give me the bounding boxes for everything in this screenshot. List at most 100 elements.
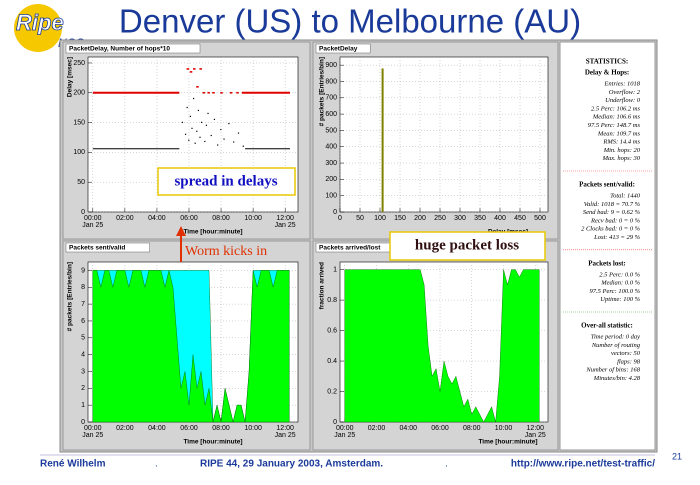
stats-line: Total: 1440 <box>610 192 641 199</box>
point <box>205 124 208 126</box>
stats-line: Minutes/bin: 4.28 <box>593 375 641 382</box>
y-tick-label: 0.6 <box>327 327 337 334</box>
y-tick-label: 100 <box>325 193 337 200</box>
plot-area <box>339 56 549 213</box>
y-tick-label: 1 <box>81 402 85 409</box>
point <box>184 133 187 135</box>
y-tick-label: 200 <box>325 176 337 183</box>
x-tick-label: 450 <box>514 215 526 222</box>
page-number: 21 <box>672 451 682 461</box>
x-date-label: Jan 25 <box>82 432 103 439</box>
stats-line: vectors: 50 <box>611 350 641 357</box>
x-axis-label: Time [hour:minute] <box>478 439 537 446</box>
y-tick-label: 7 <box>81 301 85 308</box>
x-tick-label: 150 <box>394 215 406 222</box>
point <box>217 144 219 146</box>
footer-event: RIPE 44, 29 January 2003, Amsterdam. <box>200 459 383 470</box>
point <box>201 121 203 123</box>
y-axis-label: fraction arrived <box>319 262 326 309</box>
point <box>229 91 233 94</box>
y-tick-label: 400 <box>325 144 337 151</box>
stats-line: Recv bad: 0 = 0 % <box>590 217 641 224</box>
stats-line: Mean: 109.7 ms <box>597 130 641 137</box>
x-date-label: Jan 25 <box>525 432 546 439</box>
point <box>204 140 206 143</box>
x-tick-label: 08:00 <box>212 215 230 222</box>
footer-author: René Wilhelm <box>40 459 106 470</box>
y-tick-label: 50 <box>77 179 85 186</box>
x-axis-label: Time [hour:minute] <box>183 439 242 446</box>
annotation: spread in delays <box>174 173 277 189</box>
point <box>207 91 210 94</box>
chart-title: Packets sent/valid <box>69 245 125 252</box>
point <box>186 68 190 70</box>
annotation-box <box>389 231 546 261</box>
stats-panel <box>559 41 656 451</box>
point <box>188 139 190 141</box>
stats-line: Number of routing <box>591 342 641 349</box>
area <box>344 269 540 423</box>
point <box>228 122 230 125</box>
stats-line: Median: 106.6 ms <box>592 114 641 121</box>
slide-title: Denver (US) to Melbourne (AU) <box>119 3 581 40</box>
y-axis-label: # packets [Entries/bin] <box>319 57 326 126</box>
x-date-label: Jan 25 <box>275 432 296 439</box>
y-tick-label: 250 <box>73 60 85 67</box>
stats-heading: Over-all statistic: <box>581 322 633 330</box>
annotation: Worm kicks in <box>185 244 267 259</box>
arrow-head <box>176 226 186 236</box>
point <box>193 68 196 70</box>
point <box>236 91 239 94</box>
x-date-label: Jan 25 <box>275 222 296 229</box>
x-date-label: Jan 25 <box>334 432 355 439</box>
y-tick-label: 200 <box>73 90 85 97</box>
point <box>194 142 196 144</box>
stats-line: 2.5 Perc: 0.0 % <box>599 271 640 278</box>
y-tick-label: 6 <box>81 318 85 325</box>
stats-line: Number of bins: 168 <box>585 367 640 374</box>
logo-text: Ripe <box>16 10 64 35</box>
x-tick-label: 500 <box>534 215 546 222</box>
stats-line: 97.5 Perc: 100.0 % <box>590 288 641 295</box>
chart-title: PacketDelay, Number of hops*10 <box>69 46 170 53</box>
x-tick-label: 04:00 <box>400 425 418 432</box>
stats-line: 2 Clocks bad: 0 = 0 % <box>581 226 640 233</box>
y-axis-label: # packets [Entries/bin] <box>67 262 74 331</box>
y-tick-label: 9 <box>81 267 85 274</box>
x-tick-label: 350 <box>474 215 486 222</box>
y-tick-label: 0 <box>333 419 337 426</box>
y-tick-label: 900 <box>325 62 337 69</box>
x-tick-label: 50 <box>356 215 364 222</box>
x-tick-label: 08:00 <box>463 425 481 432</box>
stats-line: Median: 0.0 % <box>600 280 640 287</box>
x-tick-label: 200 <box>414 215 426 222</box>
x-tick-label: 00:00 <box>336 425 354 432</box>
x-tick-label: 10:00 <box>244 425 262 432</box>
x-tick-label: 10:00 <box>495 425 513 432</box>
x-tick-label: 04:00 <box>148 215 166 222</box>
point <box>210 134 212 137</box>
point <box>223 138 225 140</box>
footer-url: http://www.ripe.net/test-traffic/ <box>511 459 655 470</box>
title-bar <box>315 43 371 54</box>
y-tick-label: 8 <box>81 284 85 291</box>
footer-sep: . <box>155 459 158 470</box>
x-tick-label: 10:00 <box>244 215 262 222</box>
x-date-label: Jan 25 <box>82 222 103 229</box>
x-tick-label: 300 <box>454 215 466 222</box>
y-tick-label: 0.4 <box>327 358 337 365</box>
stats-line: Time period: 0 day <box>591 333 640 340</box>
y-tick-label: 0 <box>81 209 85 216</box>
x-axis-label: Time [hour:minute] <box>183 229 242 236</box>
stats-line: RMS: 14.4 ms <box>602 139 640 146</box>
point <box>191 127 193 129</box>
stats-line: Entries: 1018 <box>603 80 640 87</box>
title-bar <box>65 242 150 253</box>
point <box>220 91 223 94</box>
x-tick-label: 250 <box>434 215 446 222</box>
stats-line: Min. hops: 20 <box>603 147 641 154</box>
y-tick-label: 0.8 <box>327 297 337 304</box>
point <box>189 115 191 118</box>
x-tick-label: 04:00 <box>148 425 166 432</box>
